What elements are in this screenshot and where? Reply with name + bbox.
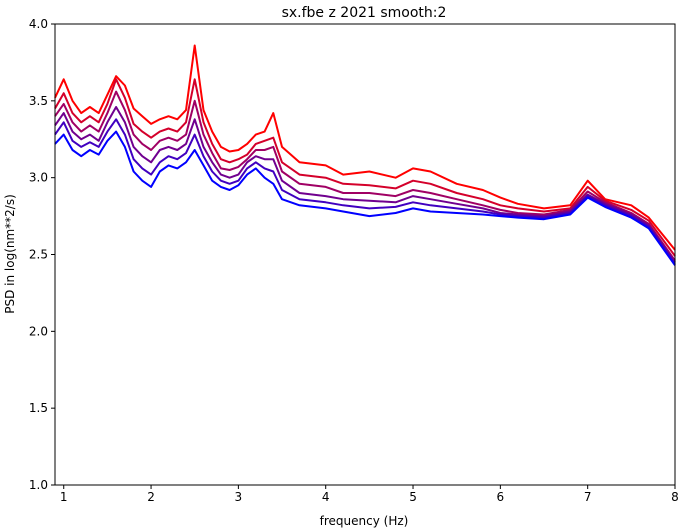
y-tick-label: 1.5: [29, 401, 48, 415]
psd-series-line-3: [54, 90, 676, 262]
y-tick-label: 4.0: [29, 17, 48, 31]
x-tick-label: 5: [409, 490, 417, 504]
x-tick-label: 8: [671, 490, 679, 504]
y-tick-label: 1.0: [29, 478, 48, 492]
y-tick-label: 2.5: [29, 248, 48, 262]
x-tick-label: 1: [60, 490, 68, 504]
psd-series-line-4: [54, 106, 676, 263]
y-axis: 1.0 1.5 2.0 2.5 3.0 3.5 4.0: [29, 17, 55, 492]
y-tick-label: 3.0: [29, 171, 48, 185]
x-tick-label: 4: [322, 490, 330, 504]
psd-series-line-2: [54, 78, 676, 257]
x-tick-label: 6: [497, 490, 505, 504]
x-tick-label: 7: [584, 490, 592, 504]
psd-series-line-5: [54, 118, 676, 265]
x-tick-label: 2: [147, 490, 155, 504]
plot-frame: [54, 23, 676, 486]
x-axis: 1 2 3 4 5 6 7 8: [60, 485, 679, 504]
y-axis-label: PSD in log(nm**2/s): [3, 194, 17, 314]
psd-series-line-1: [54, 44, 676, 251]
chart-title: sx.fbe z 2021 smooth:2: [282, 5, 447, 21]
y-tick-label: 3.5: [29, 94, 48, 108]
y-tick-label: 2.0: [29, 324, 48, 338]
psd-series-line-6: [54, 130, 676, 266]
x-tick-label: 3: [235, 490, 243, 504]
x-axis-label: frequency (Hz): [320, 514, 409, 528]
series-group: [54, 44, 676, 266]
